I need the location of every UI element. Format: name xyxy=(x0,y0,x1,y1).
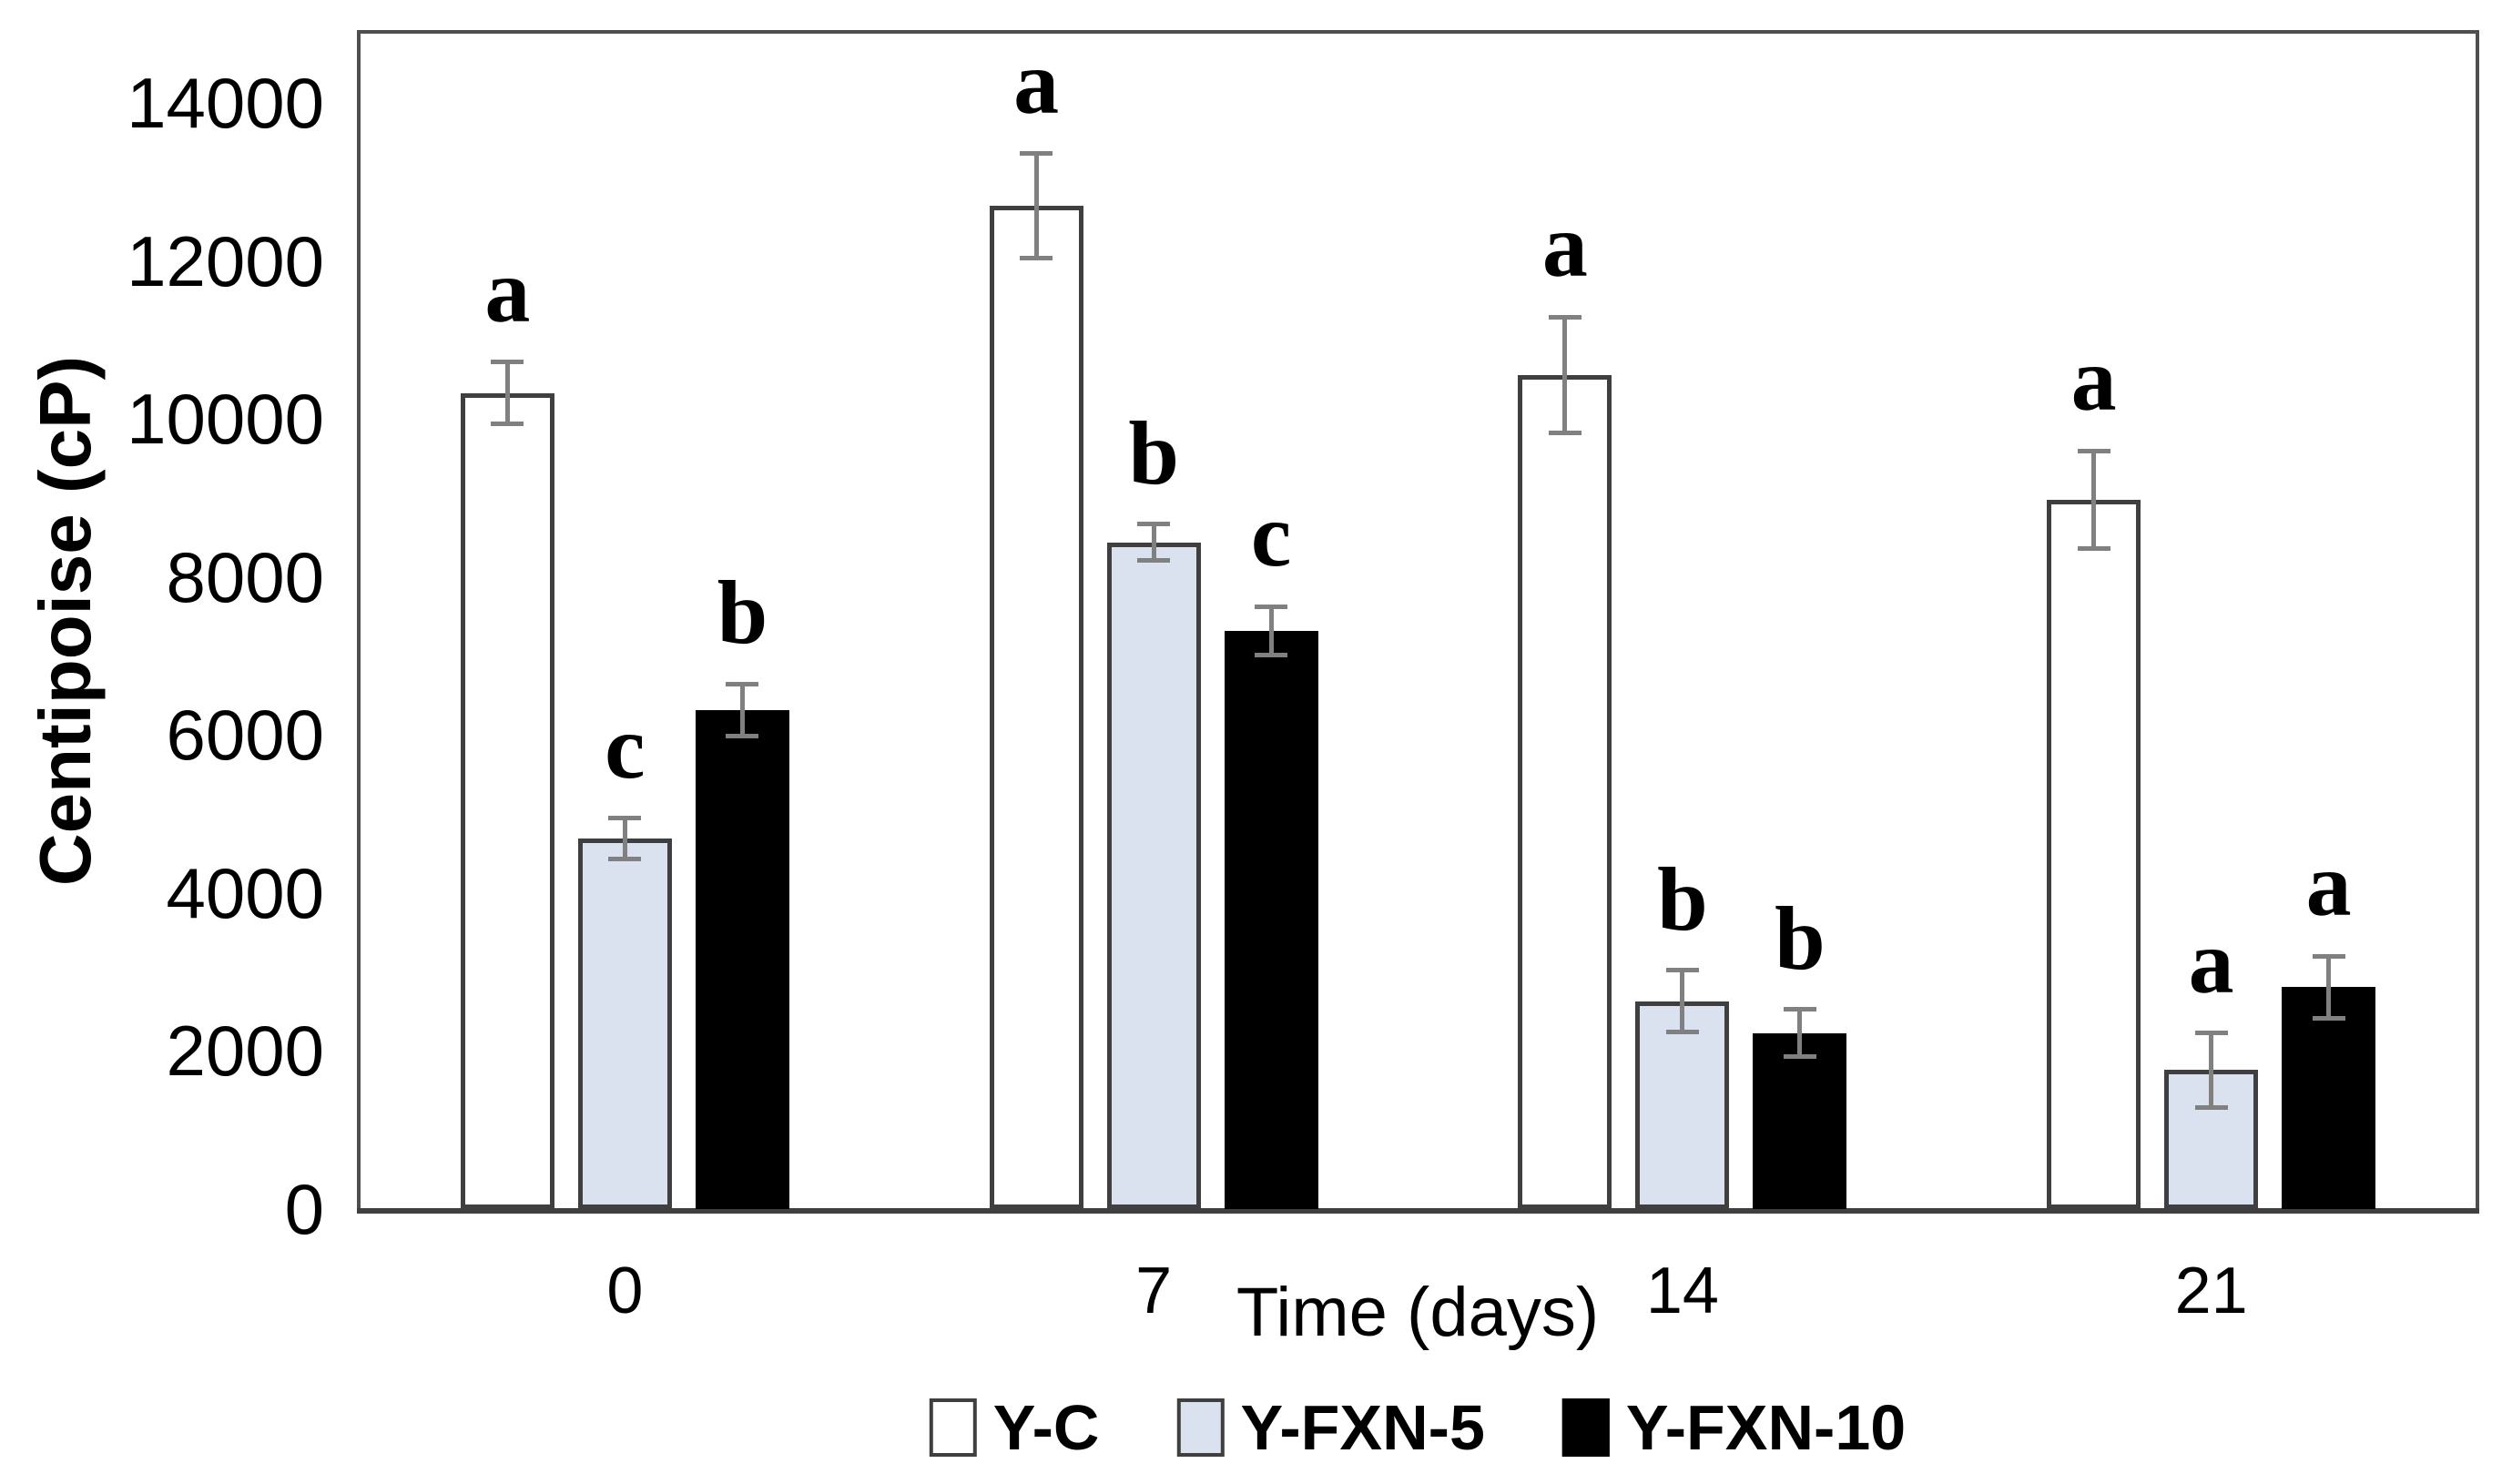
bar-slot-y-c-day-7: a xyxy=(989,31,1083,1209)
bar-slot-y-fxn-5-day-14: b xyxy=(1635,34,1730,1209)
error-cap-bottom-y-c-day-0 xyxy=(491,422,524,427)
error-cap-top-y-fxn-5-day-0 xyxy=(608,816,642,821)
bar-y-c-day-21 xyxy=(2047,499,2141,1209)
sig-letter-y-c-day-7: a xyxy=(1013,31,1060,133)
sig-letter-y-fxn-5-day-14: b xyxy=(1657,848,1708,950)
error-bar-y-fxn-10-day-21 xyxy=(2326,956,2332,1019)
bar-y-c-day-0 xyxy=(460,392,554,1209)
x-axis-title: Time (days) xyxy=(1236,1274,1600,1351)
x-tick-label-0: 0 xyxy=(606,1255,644,1327)
legend: Y-C Y-FXN-5 Y-FXN-10 xyxy=(929,1391,1907,1464)
bar-y-c-day-14 xyxy=(1518,374,1612,1209)
sig-letter-y-fxn-5-day-0: c xyxy=(605,696,646,798)
x-tick-label-21: 21 xyxy=(2174,1255,2248,1327)
bar-slot-y-fxn-10-day-0: b xyxy=(695,34,789,1209)
error-bar-y-fxn-5-day-21 xyxy=(2209,1032,2214,1108)
error-bar-y-fxn-5-day-0 xyxy=(622,818,627,859)
sig-letter-y-fxn-10-day-0: b xyxy=(717,562,768,664)
bar-slot-y-fxn-5-day-7: b xyxy=(1106,34,1201,1209)
error-cap-bottom-y-fxn-5-day-21 xyxy=(2194,1104,2228,1110)
bar-y-fxn-10-day-7 xyxy=(1224,630,1318,1209)
bar-slot-y-c-day-0: a xyxy=(460,34,554,1209)
sig-letter-y-fxn-5-day-7: b xyxy=(1128,401,1179,503)
y-tick-label-8000: 8000 xyxy=(166,536,324,617)
y-axis-tick-labels: 0 2000 4000 6000 8000 10000 12000 14000 xyxy=(0,34,335,1245)
y-tick-label-6000: 6000 xyxy=(166,695,324,776)
bar-y-fxn-5-day-14 xyxy=(1635,1001,1730,1209)
sig-letter-y-fxn-10-day-14: b xyxy=(1775,887,1826,989)
bar-slot-y-fxn-10-day-21: a xyxy=(2282,34,2376,1209)
x-tick-label-14: 14 xyxy=(1645,1255,1719,1327)
bar-slot-y-c-day-14: a xyxy=(1518,34,1612,1209)
error-bar-y-fxn-5-day-7 xyxy=(1151,523,1156,561)
legend-swatch-y-fxn-10 xyxy=(1561,1398,1610,1457)
y-tick-label-14000: 14000 xyxy=(127,63,324,144)
error-bar-y-c-day-14 xyxy=(1562,317,1568,433)
error-cap-top-y-c-day-14 xyxy=(1548,314,1582,320)
sig-letter-y-c-day-21: a xyxy=(2070,329,2117,431)
error-cap-bottom-y-fxn-10-day-7 xyxy=(1255,653,1288,658)
error-cap-bottom-y-fxn-5-day-0 xyxy=(608,857,642,862)
legend-item-y-c: Y-C xyxy=(929,1391,1100,1464)
y-tick-label-0: 0 xyxy=(284,1169,324,1249)
error-cap-bottom-y-fxn-5-day-14 xyxy=(1665,1030,1699,1035)
error-cap-bottom-y-c-day-21 xyxy=(2077,546,2110,552)
legend-swatch-y-c xyxy=(929,1398,977,1457)
sig-letter-y-c-day-14: a xyxy=(1541,195,1588,297)
error-cap-bottom-y-fxn-10-day-21 xyxy=(2312,1015,2345,1021)
y-tick-label-4000: 4000 xyxy=(166,852,324,933)
bar-y-fxn-5-day-0 xyxy=(577,839,672,1209)
bar-slot-y-fxn-5-day-21: a xyxy=(2164,34,2259,1209)
error-bar-y-fxn-10-day-0 xyxy=(739,684,745,737)
y-tick-label-12000: 12000 xyxy=(127,220,324,301)
error-cap-top-y-fxn-10-day-7 xyxy=(1255,604,1288,609)
error-bar-y-fxn-10-day-14 xyxy=(1797,1009,1803,1057)
error-cap-top-y-c-day-7 xyxy=(1020,151,1053,157)
bar-slot-y-fxn-10-day-7: c xyxy=(1224,34,1318,1209)
legend-label-y-c: Y-C xyxy=(992,1392,1100,1463)
error-bar-y-fxn-5-day-14 xyxy=(1680,970,1685,1032)
error-bar-y-c-day-0 xyxy=(504,361,510,424)
error-cap-top-y-fxn-5-day-14 xyxy=(1665,968,1699,973)
sig-letter-y-fxn-10-day-21: a xyxy=(2305,834,2352,936)
error-cap-top-y-fxn-5-day-7 xyxy=(1137,522,1171,527)
error-bar-y-fxn-10-day-7 xyxy=(1268,606,1274,656)
sig-letter-y-c-day-0: a xyxy=(484,239,531,341)
error-cap-bottom-y-fxn-10-day-0 xyxy=(726,733,759,738)
y-tick-label-10000: 10000 xyxy=(127,379,324,460)
bar-y-fxn-5-day-7 xyxy=(1106,542,1201,1209)
error-cap-top-y-c-day-21 xyxy=(2077,448,2110,453)
bar-y-fxn-10-day-21 xyxy=(2282,987,2376,1209)
sig-letter-y-fxn-10-day-7: c xyxy=(1250,484,1292,586)
bar-y-fxn-10-day-0 xyxy=(695,709,789,1209)
legend-label-y-fxn-10: Y-FXN-10 xyxy=(1625,1392,1907,1463)
error-cap-top-y-fxn-10-day-0 xyxy=(726,681,759,686)
error-cap-bottom-y-fxn-10-day-14 xyxy=(1783,1054,1816,1060)
error-cap-top-y-fxn-10-day-14 xyxy=(1783,1007,1816,1011)
legend-item-y-fxn-10: Y-FXN-10 xyxy=(1561,1391,1907,1464)
error-cap-bottom-y-c-day-7 xyxy=(1020,255,1053,260)
error-bar-y-c-day-21 xyxy=(2091,451,2097,549)
error-cap-bottom-y-c-day-14 xyxy=(1548,430,1582,435)
bar-slot-y-c-day-21: a xyxy=(2047,34,2141,1209)
bar-slot-y-fxn-5-day-0: c xyxy=(577,34,672,1209)
legend-swatch-y-fxn-5 xyxy=(1176,1398,1225,1457)
error-cap-top-y-fxn-10-day-21 xyxy=(2312,953,2345,959)
x-tick-label-7: 7 xyxy=(1135,1255,1173,1327)
error-cap-top-y-c-day-0 xyxy=(491,360,524,365)
legend-item-y-fxn-5: Y-FXN-5 xyxy=(1176,1391,1485,1464)
legend-label-y-fxn-5: Y-FXN-5 xyxy=(1240,1392,1485,1463)
error-cap-top-y-fxn-5-day-21 xyxy=(2194,1031,2228,1036)
bar-y-c-day-7 xyxy=(989,206,1083,1209)
bar-slot-y-fxn-10-day-14: b xyxy=(1753,34,1847,1209)
sig-letter-y-fxn-5-day-21: a xyxy=(2188,910,2234,1012)
error-cap-bottom-y-fxn-5-day-7 xyxy=(1137,558,1171,564)
y-tick-label-2000: 2000 xyxy=(166,1011,324,1092)
error-bar-y-c-day-7 xyxy=(1033,153,1039,259)
x-axis-line xyxy=(357,1208,2479,1214)
bar-y-fxn-10-day-14 xyxy=(1753,1032,1847,1209)
